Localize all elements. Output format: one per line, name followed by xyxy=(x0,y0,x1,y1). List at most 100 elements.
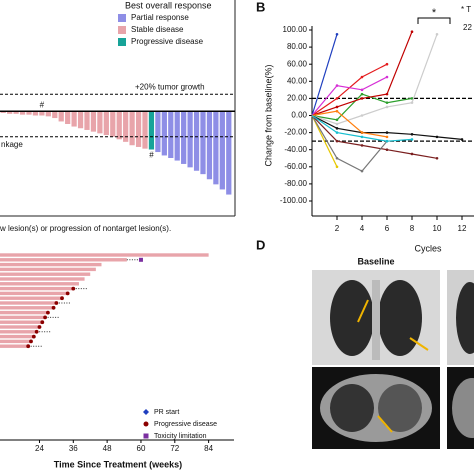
annotation: 22 xyxy=(463,23,472,32)
point xyxy=(360,92,364,96)
point xyxy=(335,165,339,169)
lung xyxy=(330,384,374,432)
point xyxy=(435,156,439,160)
bar xyxy=(0,301,57,305)
bar xyxy=(155,111,161,153)
bar xyxy=(0,325,40,329)
point xyxy=(385,131,389,134)
x-tick-label: 12 xyxy=(458,224,467,233)
bar xyxy=(123,111,129,142)
reference-label: nkage xyxy=(1,140,23,149)
bar xyxy=(226,111,232,195)
point xyxy=(335,122,339,126)
bar xyxy=(0,258,127,262)
y-tick-label: 40.00 xyxy=(287,76,308,85)
significance-bracket xyxy=(417,17,451,24)
point xyxy=(435,135,439,139)
bar xyxy=(0,320,43,324)
bar xyxy=(116,111,122,140)
series-line xyxy=(311,115,438,159)
x-tick-label: 84 xyxy=(204,444,213,453)
bar xyxy=(0,267,96,272)
point xyxy=(335,127,339,130)
y-axis-label: Change from baseline(%) xyxy=(263,64,273,166)
point xyxy=(335,84,339,87)
progression-marker xyxy=(40,320,45,325)
point xyxy=(385,105,389,109)
bar xyxy=(0,334,34,339)
x-tick-label: 72 xyxy=(170,444,179,453)
x-tick-label: 36 xyxy=(69,444,78,453)
bar xyxy=(52,111,58,119)
progression-marker xyxy=(34,329,39,334)
bar xyxy=(0,330,37,334)
image-caption: Baseline xyxy=(357,256,394,266)
bar xyxy=(193,111,200,171)
point xyxy=(360,169,364,173)
bar xyxy=(97,111,103,134)
x-tick-label: 2 xyxy=(335,224,340,233)
bar xyxy=(129,111,135,146)
x-axis-label: Cycles xyxy=(414,243,442,253)
progression-marker xyxy=(43,315,48,320)
lung xyxy=(330,280,374,356)
legend-swatch xyxy=(118,26,126,34)
lung xyxy=(378,384,422,432)
annotation: * xyxy=(432,7,437,19)
progression-marker xyxy=(71,286,76,291)
legend-label: Partial response xyxy=(131,13,189,22)
ct-images xyxy=(312,270,474,449)
point xyxy=(360,88,364,92)
bar xyxy=(206,111,213,180)
bar xyxy=(0,253,209,257)
series-line xyxy=(311,31,413,117)
legend-marker xyxy=(143,433,149,439)
point xyxy=(385,135,389,139)
bar xyxy=(45,111,51,117)
bar xyxy=(32,111,39,116)
point xyxy=(335,97,339,100)
legend-label: PR start xyxy=(154,409,179,416)
bar xyxy=(90,111,97,132)
y-tick-label: -80.00 xyxy=(284,179,307,188)
progression-marker xyxy=(60,296,64,301)
annotation: # xyxy=(40,100,45,109)
progression-marker xyxy=(54,301,59,305)
x-tick-label: 10 xyxy=(433,224,442,233)
bar xyxy=(0,310,48,315)
bar xyxy=(135,111,142,147)
legend-marker xyxy=(143,409,149,415)
y-tick-label: 60.00 xyxy=(287,59,308,68)
bar xyxy=(161,111,167,156)
progression-marker xyxy=(46,310,50,315)
y-tick-label: -20.00 xyxy=(284,128,307,137)
swimmer-plot xyxy=(0,253,209,349)
point xyxy=(360,97,364,100)
x-tick-label: 24 xyxy=(35,444,44,453)
progression-marker xyxy=(37,325,42,329)
point xyxy=(410,152,414,156)
point xyxy=(410,97,414,100)
legend-label: Progressive disease xyxy=(131,37,204,46)
point xyxy=(335,156,339,160)
legend-swatch xyxy=(118,38,126,46)
bar xyxy=(26,111,32,115)
bar xyxy=(0,277,85,281)
point xyxy=(385,75,389,79)
reference-label: +20% tumor growth xyxy=(135,82,205,91)
x-tick-label: 4 xyxy=(360,224,365,233)
progression-marker xyxy=(65,291,70,296)
bar xyxy=(200,111,206,175)
x-axis-label: Time Since Treatment (weeks) xyxy=(54,459,182,469)
bar xyxy=(0,306,54,310)
bar xyxy=(187,111,193,168)
point xyxy=(335,139,339,143)
bar xyxy=(0,272,91,276)
bar xyxy=(181,111,187,164)
annotation: * T xyxy=(461,5,471,14)
body xyxy=(452,378,474,438)
point xyxy=(460,138,464,141)
bar xyxy=(0,282,79,286)
point xyxy=(385,148,389,151)
